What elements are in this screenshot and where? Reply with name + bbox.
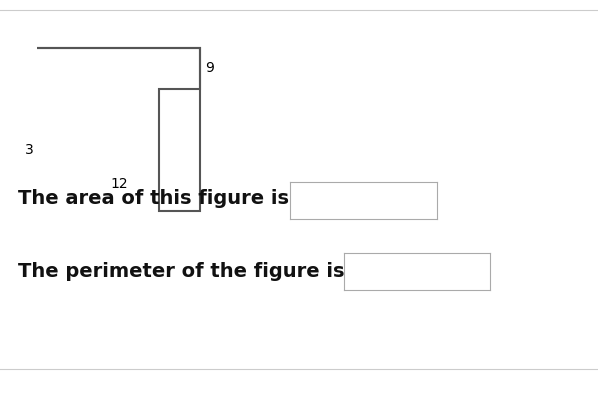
- Text: The area of this figure is: The area of this figure is: [18, 188, 289, 208]
- Text: 3: 3: [25, 143, 33, 157]
- Text: 9: 9: [206, 61, 215, 75]
- Text: 12: 12: [110, 177, 127, 191]
- Text: The perimeter of the figure is: The perimeter of the figure is: [18, 261, 344, 281]
